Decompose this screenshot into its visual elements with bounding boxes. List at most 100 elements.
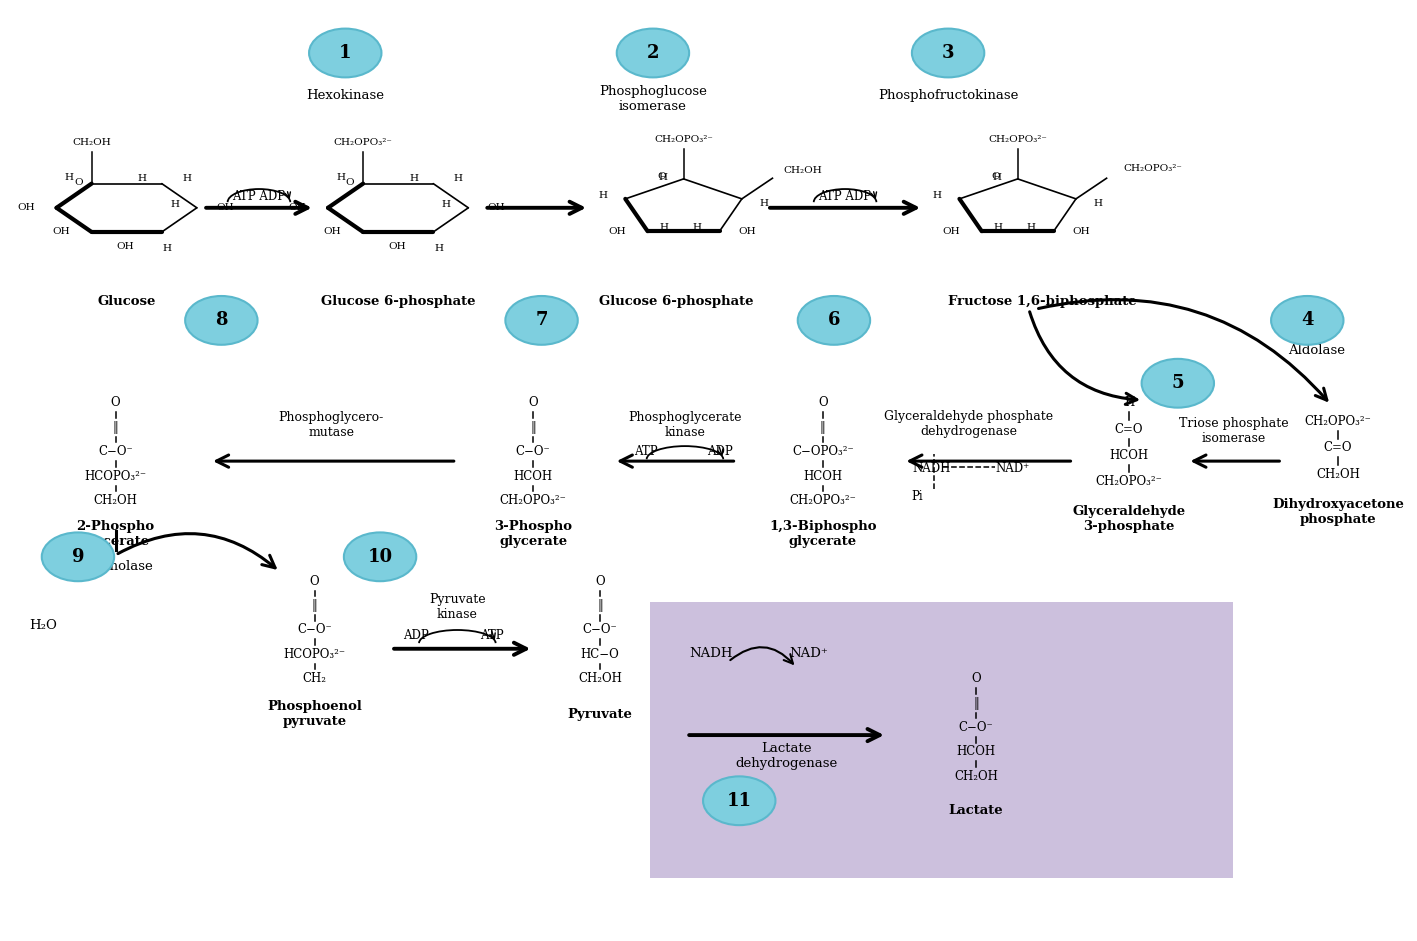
Text: HC−O: HC−O [581, 648, 619, 661]
Text: ‖: ‖ [973, 696, 979, 710]
Text: H: H [410, 174, 418, 183]
Text: Glyceraldehyde phosphate
dehydrogenase: Glyceraldehyde phosphate dehydrogenase [884, 409, 1053, 438]
Text: H: H [932, 191, 942, 199]
Text: ATP: ATP [635, 445, 657, 458]
Text: H: H [1124, 396, 1134, 409]
Circle shape [186, 296, 258, 344]
Text: O: O [992, 172, 1000, 182]
Text: Dihydroxyacetone
phosphate: Dihydroxyacetone phosphate [1272, 498, 1404, 526]
Text: Phosphoglycerate
kinase: Phosphoglycerate kinase [628, 411, 741, 439]
Text: O: O [310, 575, 319, 588]
Text: H: H [183, 174, 191, 183]
Text: CH₂OPO₃²⁻: CH₂OPO₃²⁻ [333, 137, 393, 147]
Circle shape [703, 776, 775, 825]
Circle shape [798, 296, 870, 344]
Text: CH₂OH: CH₂OH [94, 494, 137, 507]
Text: OH: OH [1073, 227, 1090, 235]
Text: 5: 5 [1172, 375, 1185, 392]
Text: C−OPO₃²⁻: C−OPO₃²⁻ [792, 445, 853, 458]
Text: CH₂OPO₃²⁻: CH₂OPO₃²⁻ [988, 135, 1047, 144]
Text: 9: 9 [72, 548, 84, 566]
Text: H: H [993, 223, 1003, 231]
Text: HCOH: HCOH [956, 745, 996, 758]
Text: ‖: ‖ [597, 599, 602, 612]
Text: 3-Phospho
glycerate: 3-Phospho glycerate [495, 520, 572, 549]
Text: H: H [760, 199, 768, 208]
Text: H₂O: H₂O [30, 619, 57, 631]
Text: CH₂OPO₃²⁻: CH₂OPO₃²⁻ [1305, 415, 1372, 428]
Circle shape [913, 28, 985, 77]
Text: Lactate
dehydrogenase: Lactate dehydrogenase [735, 742, 837, 770]
Text: OH: OH [738, 227, 757, 235]
Text: ‖: ‖ [820, 421, 826, 434]
Text: H: H [992, 172, 1002, 182]
Text: OH: OH [608, 227, 626, 235]
Text: CH₂OPO₃²⁻: CH₂OPO₃²⁻ [1095, 475, 1162, 488]
Text: OH: OH [289, 203, 306, 213]
Text: ADP: ADP [707, 445, 733, 458]
Circle shape [506, 296, 578, 344]
Text: 1: 1 [339, 44, 351, 62]
Text: Glucose 6-phosphate: Glucose 6-phosphate [599, 295, 754, 308]
Text: CH₂OPO₃²⁻: CH₂OPO₃²⁻ [1124, 165, 1182, 173]
Text: Fructose 1,6-biphosphate: Fructose 1,6-biphosphate [948, 295, 1136, 308]
Text: OH: OH [942, 227, 959, 235]
Text: C−O⁻: C−O⁻ [298, 624, 332, 636]
Text: CH₂OPO₃²⁻: CH₂OPO₃²⁻ [655, 135, 713, 144]
Text: Phosphofructokinase: Phosphofructokinase [879, 88, 1019, 102]
Text: NADH: NADH [913, 462, 951, 475]
Text: OH: OH [388, 243, 405, 251]
Circle shape [41, 533, 115, 582]
Text: ADP: ADP [402, 630, 428, 642]
Circle shape [309, 28, 381, 77]
Text: Phosphoglycero-
mutase: Phosphoglycero- mutase [279, 411, 384, 439]
Text: H: H [657, 172, 667, 182]
Text: Lactate: Lactate [948, 804, 1003, 817]
Text: O: O [971, 672, 981, 685]
Circle shape [344, 533, 417, 582]
Text: H: H [453, 174, 463, 183]
Text: 10: 10 [367, 548, 393, 566]
Circle shape [616, 28, 689, 77]
Text: H: H [598, 191, 608, 199]
Text: C−O⁻: C−O⁻ [582, 624, 618, 636]
Text: HCOH: HCOH [1110, 449, 1149, 462]
Text: CH₂OPO₃²⁻: CH₂OPO₃²⁻ [789, 494, 856, 507]
Text: Pyruvate
kinase: Pyruvate kinase [429, 593, 486, 620]
Text: OH: OH [116, 243, 135, 251]
Text: 4: 4 [1301, 311, 1314, 329]
Text: Phosphoenol
pyruvate: Phosphoenol pyruvate [268, 700, 363, 728]
Text: H: H [442, 199, 451, 209]
Text: O: O [74, 178, 82, 187]
Text: OH: OH [487, 203, 504, 213]
Text: C−O⁻: C−O⁻ [516, 445, 551, 458]
Text: ATP ADP: ATP ADP [232, 190, 285, 203]
Text: C=O: C=O [1323, 441, 1352, 455]
Text: 7: 7 [536, 311, 548, 329]
Text: CH₂OPO₃²⁻: CH₂OPO₃²⁻ [500, 494, 567, 507]
Text: H: H [336, 173, 346, 183]
Circle shape [1142, 359, 1214, 407]
FancyBboxPatch shape [650, 602, 1233, 878]
Text: CH₂OH: CH₂OH [1316, 468, 1360, 481]
Text: 2: 2 [646, 44, 659, 62]
Text: NADH: NADH [690, 647, 733, 660]
Text: H: H [693, 223, 701, 231]
Text: CH₂: CH₂ [303, 672, 327, 685]
Text: H: H [1027, 223, 1036, 231]
Text: Hexokinase: Hexokinase [306, 88, 384, 102]
Text: 2-Phospho
glycerate: 2-Phospho glycerate [77, 520, 154, 549]
Text: 1,3-Biphospho
glycerate: 1,3-Biphospho glycerate [769, 520, 877, 549]
Text: Aldolase: Aldolase [1288, 343, 1346, 357]
Text: OH: OH [323, 228, 341, 236]
Text: Enolase: Enolase [101, 560, 153, 573]
Text: ATP ADP: ATP ADP [819, 190, 871, 203]
Circle shape [1271, 296, 1343, 344]
Text: O: O [111, 396, 120, 409]
Text: O: O [657, 172, 666, 182]
Text: OH: OH [215, 203, 234, 213]
Text: H: H [170, 199, 179, 209]
Text: HCOPO₃²⁻: HCOPO₃²⁻ [85, 470, 146, 483]
Text: Phosphoglucose
isomerase: Phosphoglucose isomerase [599, 85, 707, 113]
Text: C=O: C=O [1115, 423, 1144, 436]
